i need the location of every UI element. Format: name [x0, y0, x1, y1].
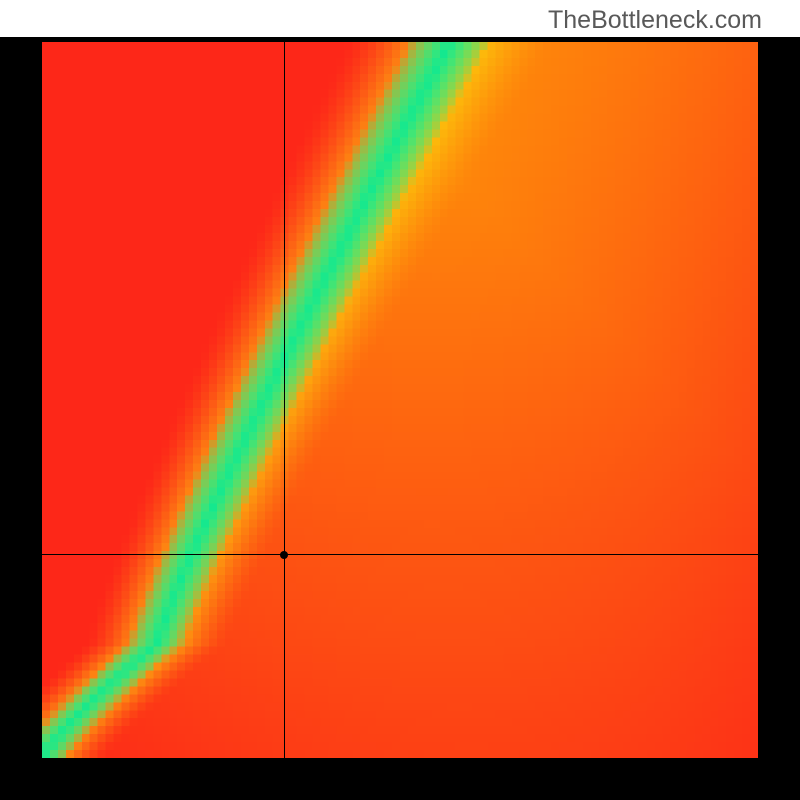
heatmap-canvas: [42, 42, 758, 758]
crosshair-vertical: [284, 42, 285, 758]
crosshair-horizontal: [42, 554, 758, 555]
watermark-text: TheBottleneck.com: [548, 6, 762, 35]
plot-area: [42, 42, 758, 758]
marker-dot: [280, 551, 288, 559]
chart-container: TheBottleneck.com: [0, 0, 800, 800]
